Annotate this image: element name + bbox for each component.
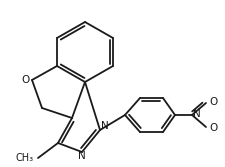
- Text: O: O: [209, 123, 217, 133]
- Text: N: N: [78, 151, 86, 161]
- Text: N: N: [101, 121, 108, 131]
- Text: N: N: [192, 109, 200, 119]
- Text: CH₃: CH₃: [16, 153, 34, 163]
- Text: O: O: [209, 97, 217, 107]
- Text: O: O: [22, 75, 30, 85]
